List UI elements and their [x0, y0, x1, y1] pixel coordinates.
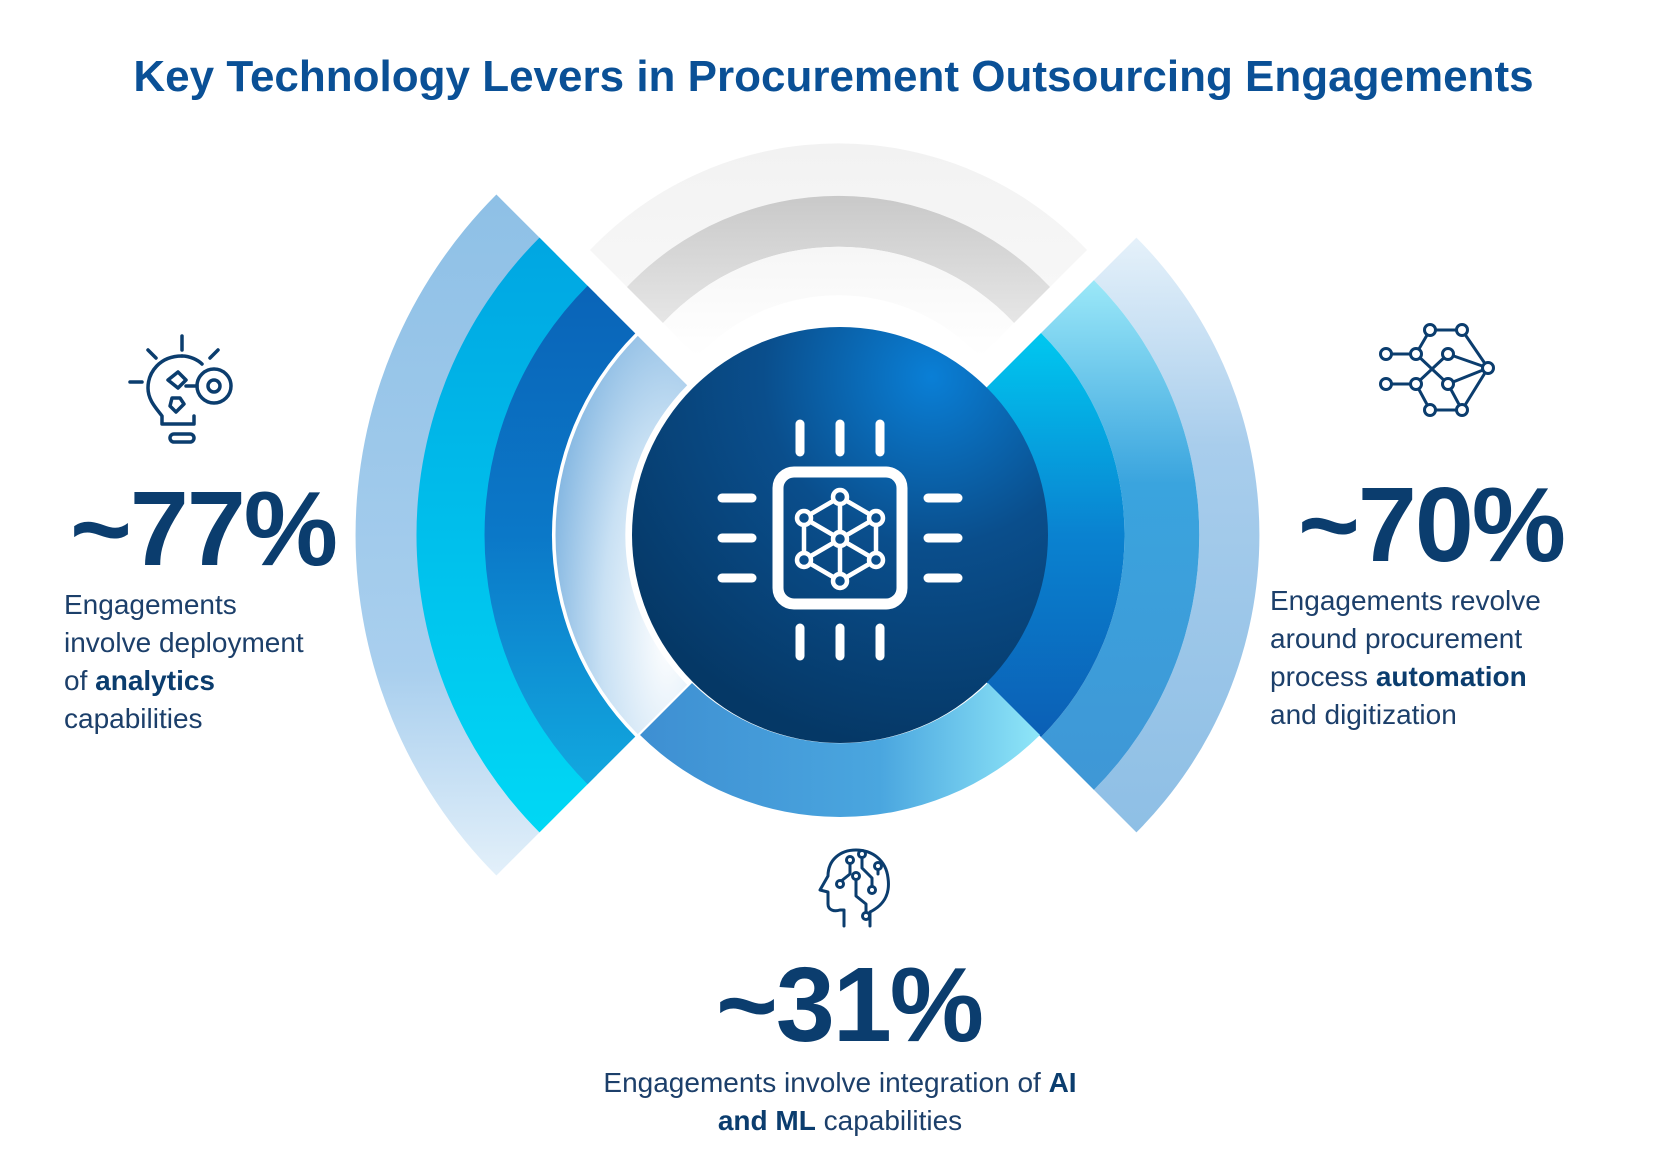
bottom-arc	[640, 683, 1040, 817]
lightbulb-gear-icon	[128, 334, 233, 444]
processor-chip-icon	[717, 419, 963, 661]
network-nodes-icon	[1379, 323, 1495, 417]
left-blue-arc	[484, 285, 636, 785]
ai-ml-desc-line-2: and ML capabilities	[540, 1102, 1140, 1140]
ai-ml-desc-line-1: Engagements involve integration of AI	[540, 1064, 1140, 1102]
automation-desc-highlight: automation	[1375, 661, 1527, 692]
top-mid-grey-arc	[627, 195, 1050, 323]
left-cyan-arc	[416, 237, 598, 833]
automation-description: Engagements revolve around procurement p…	[1270, 582, 1630, 734]
analytics-desc-line-1: Engagements	[64, 589, 237, 620]
ai-ml-desc-highlight-ai: AI	[1048, 1067, 1077, 1098]
automation-desc-line-2: around procurement	[1270, 623, 1523, 654]
analytics-desc-line-4: capabilities	[64, 703, 203, 734]
analytics-desc-line-3: of analytics	[64, 662, 384, 700]
ai-ml-stat: ~31%	[716, 946, 984, 1064]
automation-desc-line-4: and digitization	[1270, 699, 1457, 730]
analytics-desc-line-3a: of	[64, 665, 96, 696]
ai-ml-desc-highlight-ml: and ML	[717, 1105, 816, 1136]
top-inner-grey-arc	[663, 246, 1014, 357]
analytics-desc-line-2: involve deployment	[64, 627, 304, 658]
automation-desc-line-1: Engagements revolve	[1270, 585, 1541, 616]
ai-head-icon	[818, 848, 890, 928]
ai-ml-description: Engagements involve integration of AI an…	[540, 1064, 1140, 1140]
right-mid-arc	[1041, 280, 1200, 790]
ai-ml-desc-line-2b: capabilities	[815, 1105, 963, 1136]
top-outer-grey-arc	[590, 143, 1087, 287]
analytics-desc-highlight: analytics	[95, 665, 215, 696]
analytics-stat: ~77%	[70, 470, 338, 588]
ai-ml-desc-line-1a: Engagements involve integration of	[603, 1067, 1049, 1098]
left-outer-arc	[355, 194, 556, 876]
page-title: Key Technology Levers in Procurement Out…	[133, 52, 1534, 101]
automation-stat: ~70%	[1298, 466, 1566, 584]
automation-desc-line-3a: process	[1270, 661, 1376, 692]
automation-desc-line-3: process automation	[1270, 658, 1630, 696]
right-outer-arc	[1093, 237, 1260, 833]
left-inner-arc	[555, 335, 688, 735]
analytics-description: Engagements involve deployment of analyt…	[64, 586, 384, 738]
